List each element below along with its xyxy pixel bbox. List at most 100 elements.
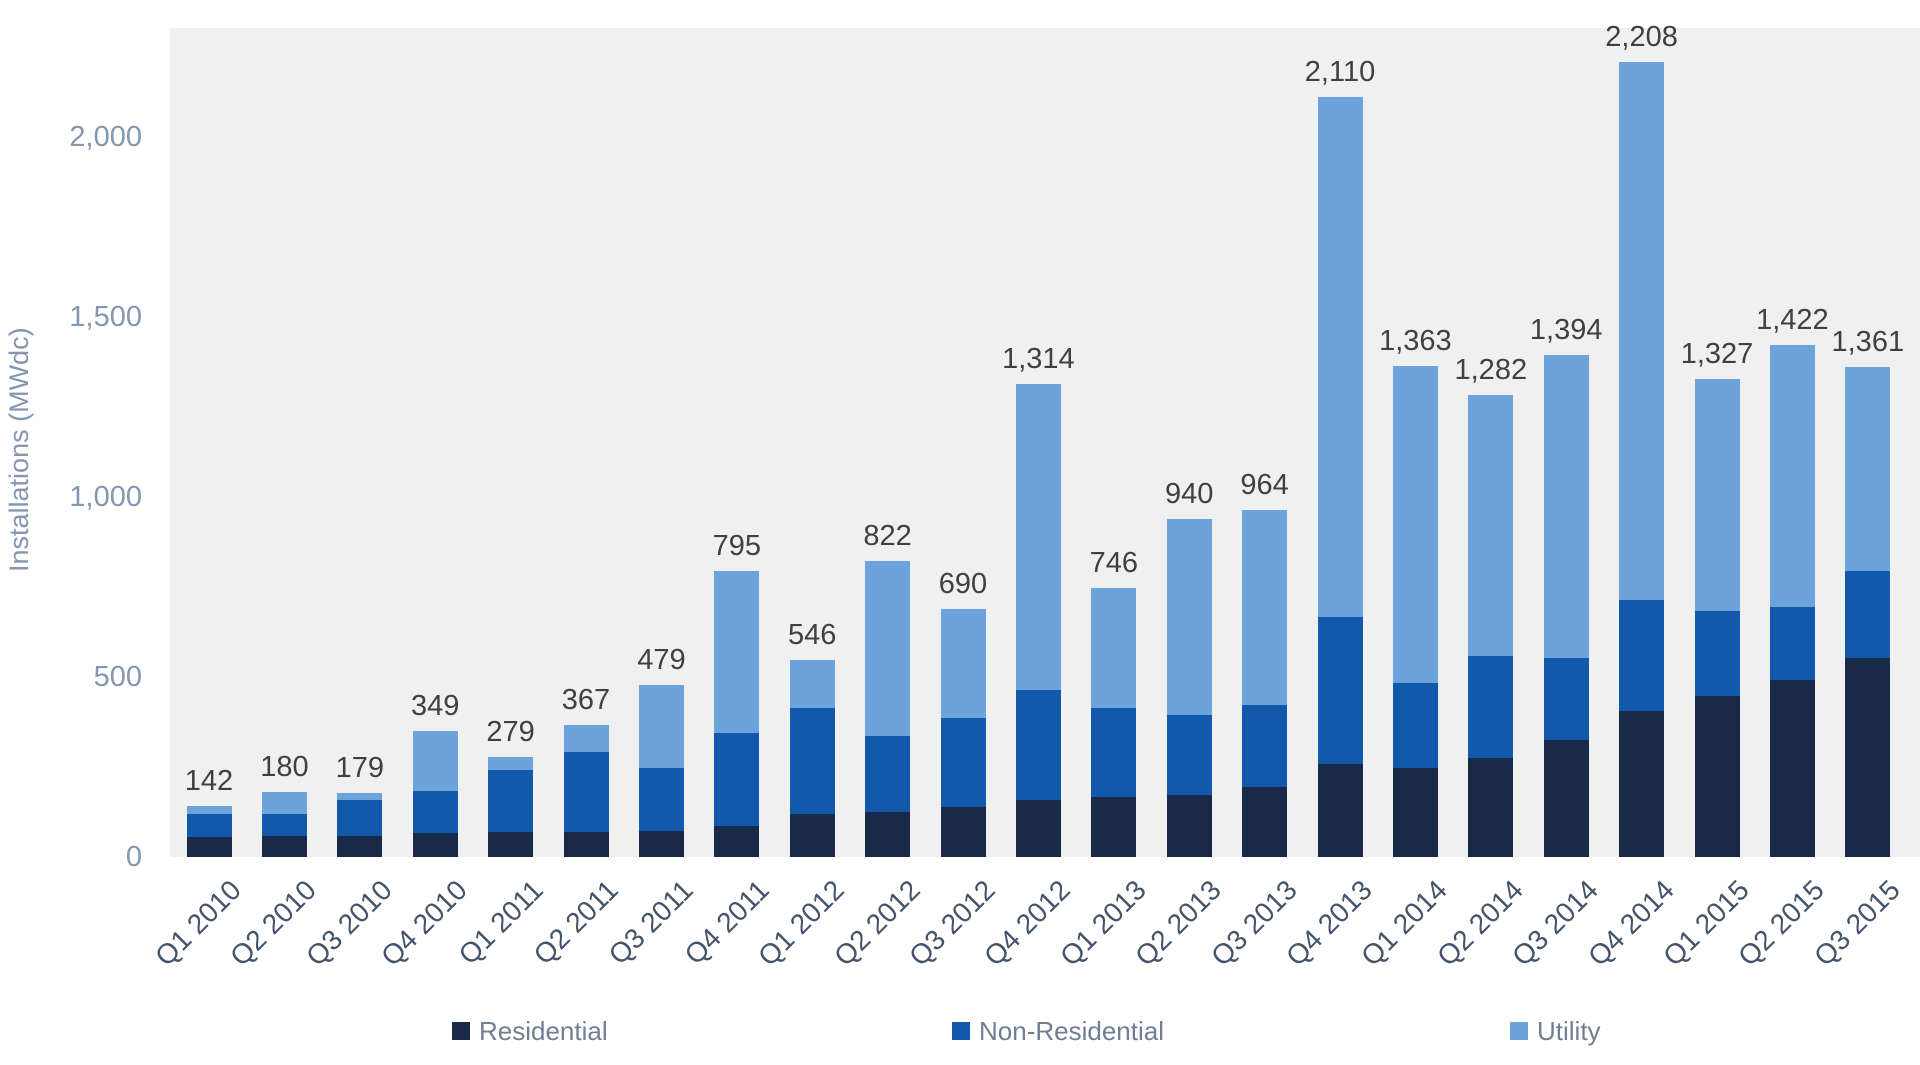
bar-segment-non-residential: [186, 813, 232, 837]
bar-segment-utility: [1468, 395, 1514, 656]
bar-segment-non-residential: [1468, 655, 1514, 758]
bar-total-label: 940: [1164, 477, 1214, 510]
bar-segment-residential: [1015, 800, 1061, 857]
y-tick-label: 0: [125, 841, 142, 873]
bar-segment-non-residential: [1694, 611, 1740, 696]
bar-segment-utility: [261, 792, 307, 815]
bar-segment-non-residential: [1769, 606, 1815, 680]
bar-segment-non-residential: [865, 736, 911, 813]
bar-total-label: 479: [637, 643, 686, 676]
bar-segment-non-residential: [940, 718, 986, 807]
bar-segment-non-residential: [1845, 570, 1891, 658]
bar-segment-utility: [337, 792, 383, 801]
bar-segment-utility: [488, 756, 534, 770]
bar-segment-residential: [563, 831, 609, 857]
bar-segment-non-residential: [1317, 616, 1363, 764]
y-tick-label: 1,000: [69, 481, 142, 513]
bar-total-label: 1,363: [1379, 325, 1452, 358]
bar-segment-residential: [412, 832, 458, 857]
bar-segment-non-residential: [638, 768, 684, 832]
bar-segment-non-residential: [337, 800, 383, 837]
bar-segment-utility: [789, 660, 835, 708]
bar-segment-non-residential: [563, 751, 609, 832]
bar-segment-utility: [1543, 355, 1589, 658]
bar-total-label: 142: [184, 764, 234, 797]
bar-segment-residential: [1468, 758, 1514, 857]
bar-segment-utility: [940, 608, 986, 719]
bar-segment-non-residential: [1242, 704, 1288, 787]
bar-total-label: 2,208: [1605, 21, 1678, 54]
legend-item-non-residential: Non-Residential: [952, 1014, 1164, 1048]
bar-total-label: 367: [561, 683, 611, 716]
legend-item-residential: Residential: [452, 1014, 608, 1048]
bar-segment-non-residential: [714, 733, 760, 827]
bar-segment-residential: [1845, 657, 1891, 857]
bar-total-label: 822: [863, 520, 912, 553]
bar-total-label: 1,422: [1756, 304, 1829, 337]
bar-segment-utility: [1845, 367, 1891, 571]
legend-label: Non-Residential: [979, 1015, 1164, 1046]
bar-total-label: 1,327: [1680, 338, 1754, 371]
bar-segment-utility: [1392, 366, 1438, 684]
bar-segment-residential: [1694, 695, 1740, 857]
bar-total-label: 746: [1089, 547, 1138, 580]
bar-segment-utility: [1619, 62, 1665, 600]
bar-total-label: 2,110: [1304, 56, 1376, 89]
bar-segment-non-residential: [1091, 707, 1137, 797]
legend-label: Utility: [1537, 1015, 1601, 1046]
bar-segment-residential: [789, 813, 835, 857]
bar-segment-residential: [1317, 763, 1363, 857]
bar-total-label: 349: [410, 690, 460, 723]
bar-segment-residential: [714, 826, 760, 857]
bar-segment-utility: [1091, 588, 1137, 708]
bar-segment-utility: [1694, 379, 1740, 612]
bar-segment-residential: [865, 812, 911, 857]
bar-segment-residential: [1392, 768, 1438, 857]
bar-segment-residential: [1242, 786, 1288, 857]
bar-segment-utility: [1769, 345, 1815, 607]
bar-total-label: 1,282: [1454, 354, 1528, 387]
legend-swatch-icon: [452, 1022, 470, 1040]
bar-total-label: 1,314: [1002, 342, 1075, 375]
y-axis-title: Installations (MWdc): [4, 327, 34, 573]
y-tick-label: 500: [93, 661, 142, 693]
bar-total-label: 795: [712, 529, 761, 562]
bar-segment-utility: [714, 570, 760, 734]
bar-segment-non-residential: [1015, 690, 1061, 801]
bar-segment-utility: [412, 731, 458, 792]
bar-segment-utility: [1015, 383, 1061, 691]
bar-segment-utility: [186, 805, 232, 814]
bar-total-label: 1,361: [1831, 326, 1905, 359]
bar-segment-non-residential: [261, 814, 307, 837]
bar-segment-residential: [1543, 740, 1589, 857]
legend-swatch-icon: [952, 1022, 970, 1040]
bar-segment-utility: [865, 561, 911, 737]
y-tick-label: 2,000: [69, 121, 142, 153]
bar-segment-residential: [1619, 710, 1665, 857]
bar-total-label: 1,394: [1529, 314, 1603, 347]
bar-segment-utility: [1166, 518, 1212, 716]
bar-segment-residential: [337, 836, 383, 857]
bar-segment-residential: [638, 831, 684, 857]
legend-swatch-icon: [1510, 1022, 1528, 1040]
bar-segment-non-residential: [1543, 657, 1589, 740]
bar-segment-utility: [638, 684, 684, 769]
legend-item-utility: Utility: [1510, 1014, 1601, 1048]
bar-segment-residential: [1166, 795, 1212, 857]
bar-total-label: 180: [260, 751, 309, 784]
bar-segment-utility: [1317, 97, 1363, 617]
bar-segment-residential: [261, 836, 307, 857]
bar-segment-residential: [1091, 796, 1137, 857]
bar-segment-non-residential: [789, 707, 835, 814]
bar-segment-residential: [940, 806, 986, 857]
bar-segment-residential: [1769, 679, 1815, 857]
bar-segment-non-residential: [1392, 683, 1438, 769]
bar-total-label: 546: [787, 619, 837, 652]
bar-total-label: 690: [938, 567, 988, 600]
legend-label: Residential: [479, 1015, 608, 1046]
bar-segment-residential: [488, 831, 534, 857]
bar-total-label: 179: [335, 751, 384, 784]
bar-segment-non-residential: [1619, 599, 1665, 711]
bar-segment-non-residential: [412, 791, 458, 833]
